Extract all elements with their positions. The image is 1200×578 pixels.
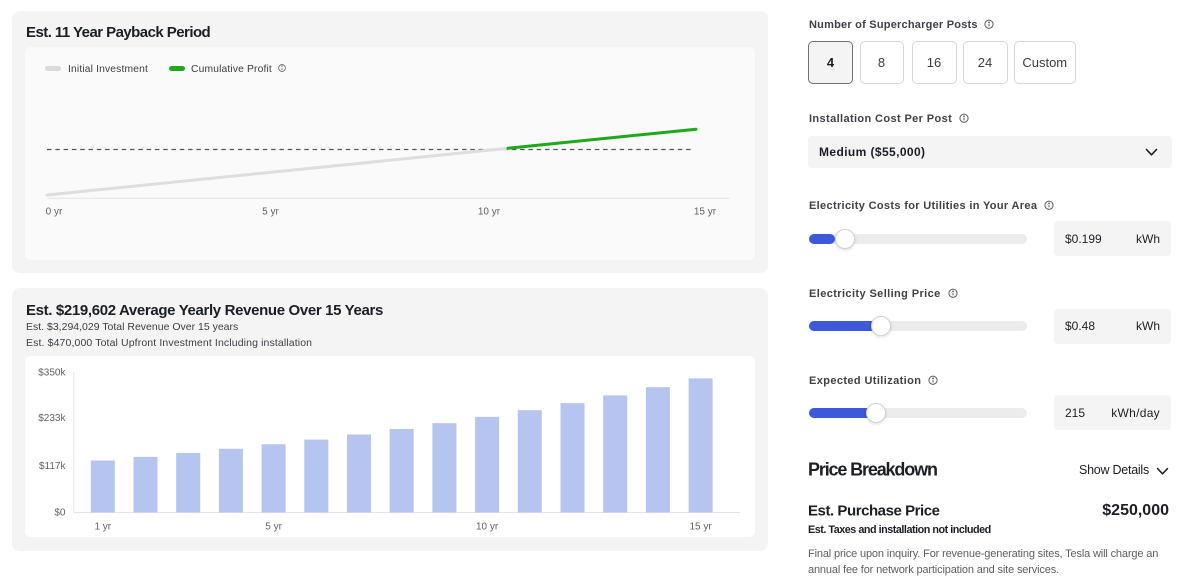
svg-text:15 yr: 15 yr [689,522,712,533]
svg-text:0 yr: 0 yr [46,207,63,218]
svg-text:15 yr: 15 yr [694,207,717,218]
svg-text:$0: $0 [54,508,66,519]
svg-text:Cumulative Profit: Cumulative Profit [191,64,272,75]
svg-text:10 yr: 10 yr [476,522,499,533]
svg-text:10 yr: 10 yr [478,207,501,218]
svg-text:1 yr: 1 yr [94,522,111,533]
svg-text:$117k: $117k [39,461,67,472]
svg-text:Initial Investment: Initial Investment [68,64,148,75]
svg-text:$350k: $350k [38,368,66,379]
svg-text:5 yr: 5 yr [265,522,282,533]
svg-text:5 yr: 5 yr [262,207,279,218]
svg-text:$233k: $233k [38,413,66,424]
